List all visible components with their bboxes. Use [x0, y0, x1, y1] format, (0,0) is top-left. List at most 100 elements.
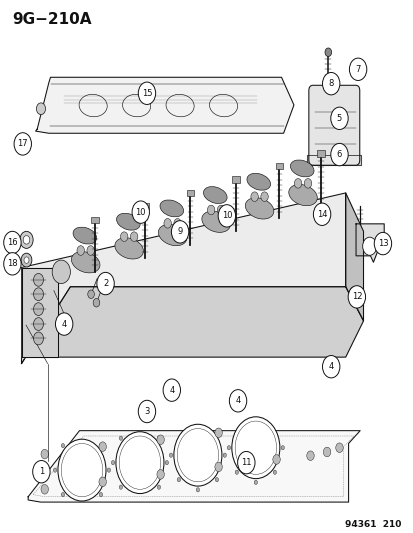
Circle shape [111, 461, 114, 465]
Circle shape [87, 246, 94, 255]
Circle shape [157, 435, 164, 445]
Text: 94361  210: 94361 210 [344, 520, 401, 529]
Circle shape [99, 442, 106, 451]
Polygon shape [345, 193, 363, 321]
Ellipse shape [290, 160, 313, 177]
Ellipse shape [71, 252, 100, 273]
Ellipse shape [288, 184, 316, 206]
Text: 7: 7 [355, 65, 360, 74]
Circle shape [373, 232, 391, 255]
Circle shape [347, 286, 365, 308]
Bar [141, 203, 148, 209]
Ellipse shape [115, 238, 143, 259]
Circle shape [33, 318, 43, 330]
Circle shape [273, 470, 276, 474]
Circle shape [41, 484, 48, 494]
Circle shape [214, 428, 222, 438]
Circle shape [280, 446, 284, 450]
Circle shape [229, 390, 246, 412]
Circle shape [324, 48, 331, 56]
Circle shape [99, 477, 106, 487]
Polygon shape [355, 224, 383, 262]
Polygon shape [21, 193, 345, 364]
Circle shape [138, 82, 155, 104]
Bar [91, 217, 99, 223]
Circle shape [33, 303, 43, 316]
Text: 9G−210A: 9G−210A [12, 12, 92, 27]
Circle shape [41, 449, 48, 459]
Circle shape [235, 470, 238, 474]
Bar [275, 163, 282, 169]
Ellipse shape [73, 227, 97, 244]
Circle shape [33, 273, 43, 286]
Circle shape [52, 260, 70, 284]
Circle shape [24, 257, 29, 263]
Text: 10: 10 [221, 212, 232, 220]
Circle shape [260, 192, 268, 201]
Circle shape [130, 232, 138, 241]
Ellipse shape [245, 198, 273, 219]
Circle shape [330, 143, 347, 166]
Polygon shape [36, 77, 293, 133]
Text: 18: 18 [7, 260, 18, 268]
Text: 4: 4 [328, 362, 333, 371]
Circle shape [218, 205, 235, 227]
Circle shape [323, 447, 330, 457]
Circle shape [207, 205, 214, 215]
Circle shape [306, 451, 313, 461]
Circle shape [330, 107, 347, 130]
Text: 17: 17 [17, 140, 28, 148]
Circle shape [169, 453, 172, 457]
Circle shape [272, 455, 280, 464]
Circle shape [55, 313, 73, 335]
Circle shape [88, 290, 94, 298]
Circle shape [58, 439, 106, 501]
Circle shape [254, 480, 257, 484]
Circle shape [4, 253, 21, 275]
Circle shape [61, 443, 64, 448]
Circle shape [119, 436, 122, 440]
Circle shape [171, 221, 188, 243]
Circle shape [173, 219, 181, 228]
Polygon shape [21, 287, 363, 364]
Ellipse shape [203, 187, 227, 204]
Circle shape [335, 443, 342, 453]
Circle shape [294, 179, 301, 188]
Circle shape [362, 237, 376, 255]
Circle shape [237, 451, 254, 474]
Ellipse shape [158, 224, 186, 246]
Bar [186, 190, 194, 196]
Circle shape [97, 272, 114, 295]
Circle shape [164, 219, 171, 228]
Ellipse shape [159, 200, 183, 217]
Circle shape [99, 443, 102, 448]
Circle shape [14, 133, 31, 155]
Circle shape [349, 287, 357, 297]
Text: 4: 4 [169, 386, 174, 394]
Circle shape [4, 231, 21, 254]
Text: 5: 5 [336, 114, 341, 123]
Text: 8: 8 [328, 79, 333, 88]
Text: 12: 12 [351, 293, 361, 301]
Ellipse shape [202, 211, 230, 232]
Text: 11: 11 [240, 458, 251, 467]
Circle shape [36, 103, 45, 115]
Circle shape [215, 478, 218, 482]
Text: 13: 13 [377, 239, 387, 248]
Circle shape [21, 253, 32, 267]
Bar [232, 176, 239, 183]
Polygon shape [306, 155, 361, 165]
Circle shape [33, 332, 43, 345]
Circle shape [120, 232, 128, 241]
Circle shape [157, 436, 160, 440]
Circle shape [99, 492, 102, 497]
Circle shape [132, 201, 149, 223]
Circle shape [33, 461, 50, 483]
FancyBboxPatch shape [308, 85, 359, 165]
Circle shape [349, 58, 366, 80]
Circle shape [227, 446, 230, 450]
Circle shape [61, 492, 64, 497]
Circle shape [196, 488, 199, 492]
Circle shape [138, 400, 155, 423]
Circle shape [313, 203, 330, 225]
